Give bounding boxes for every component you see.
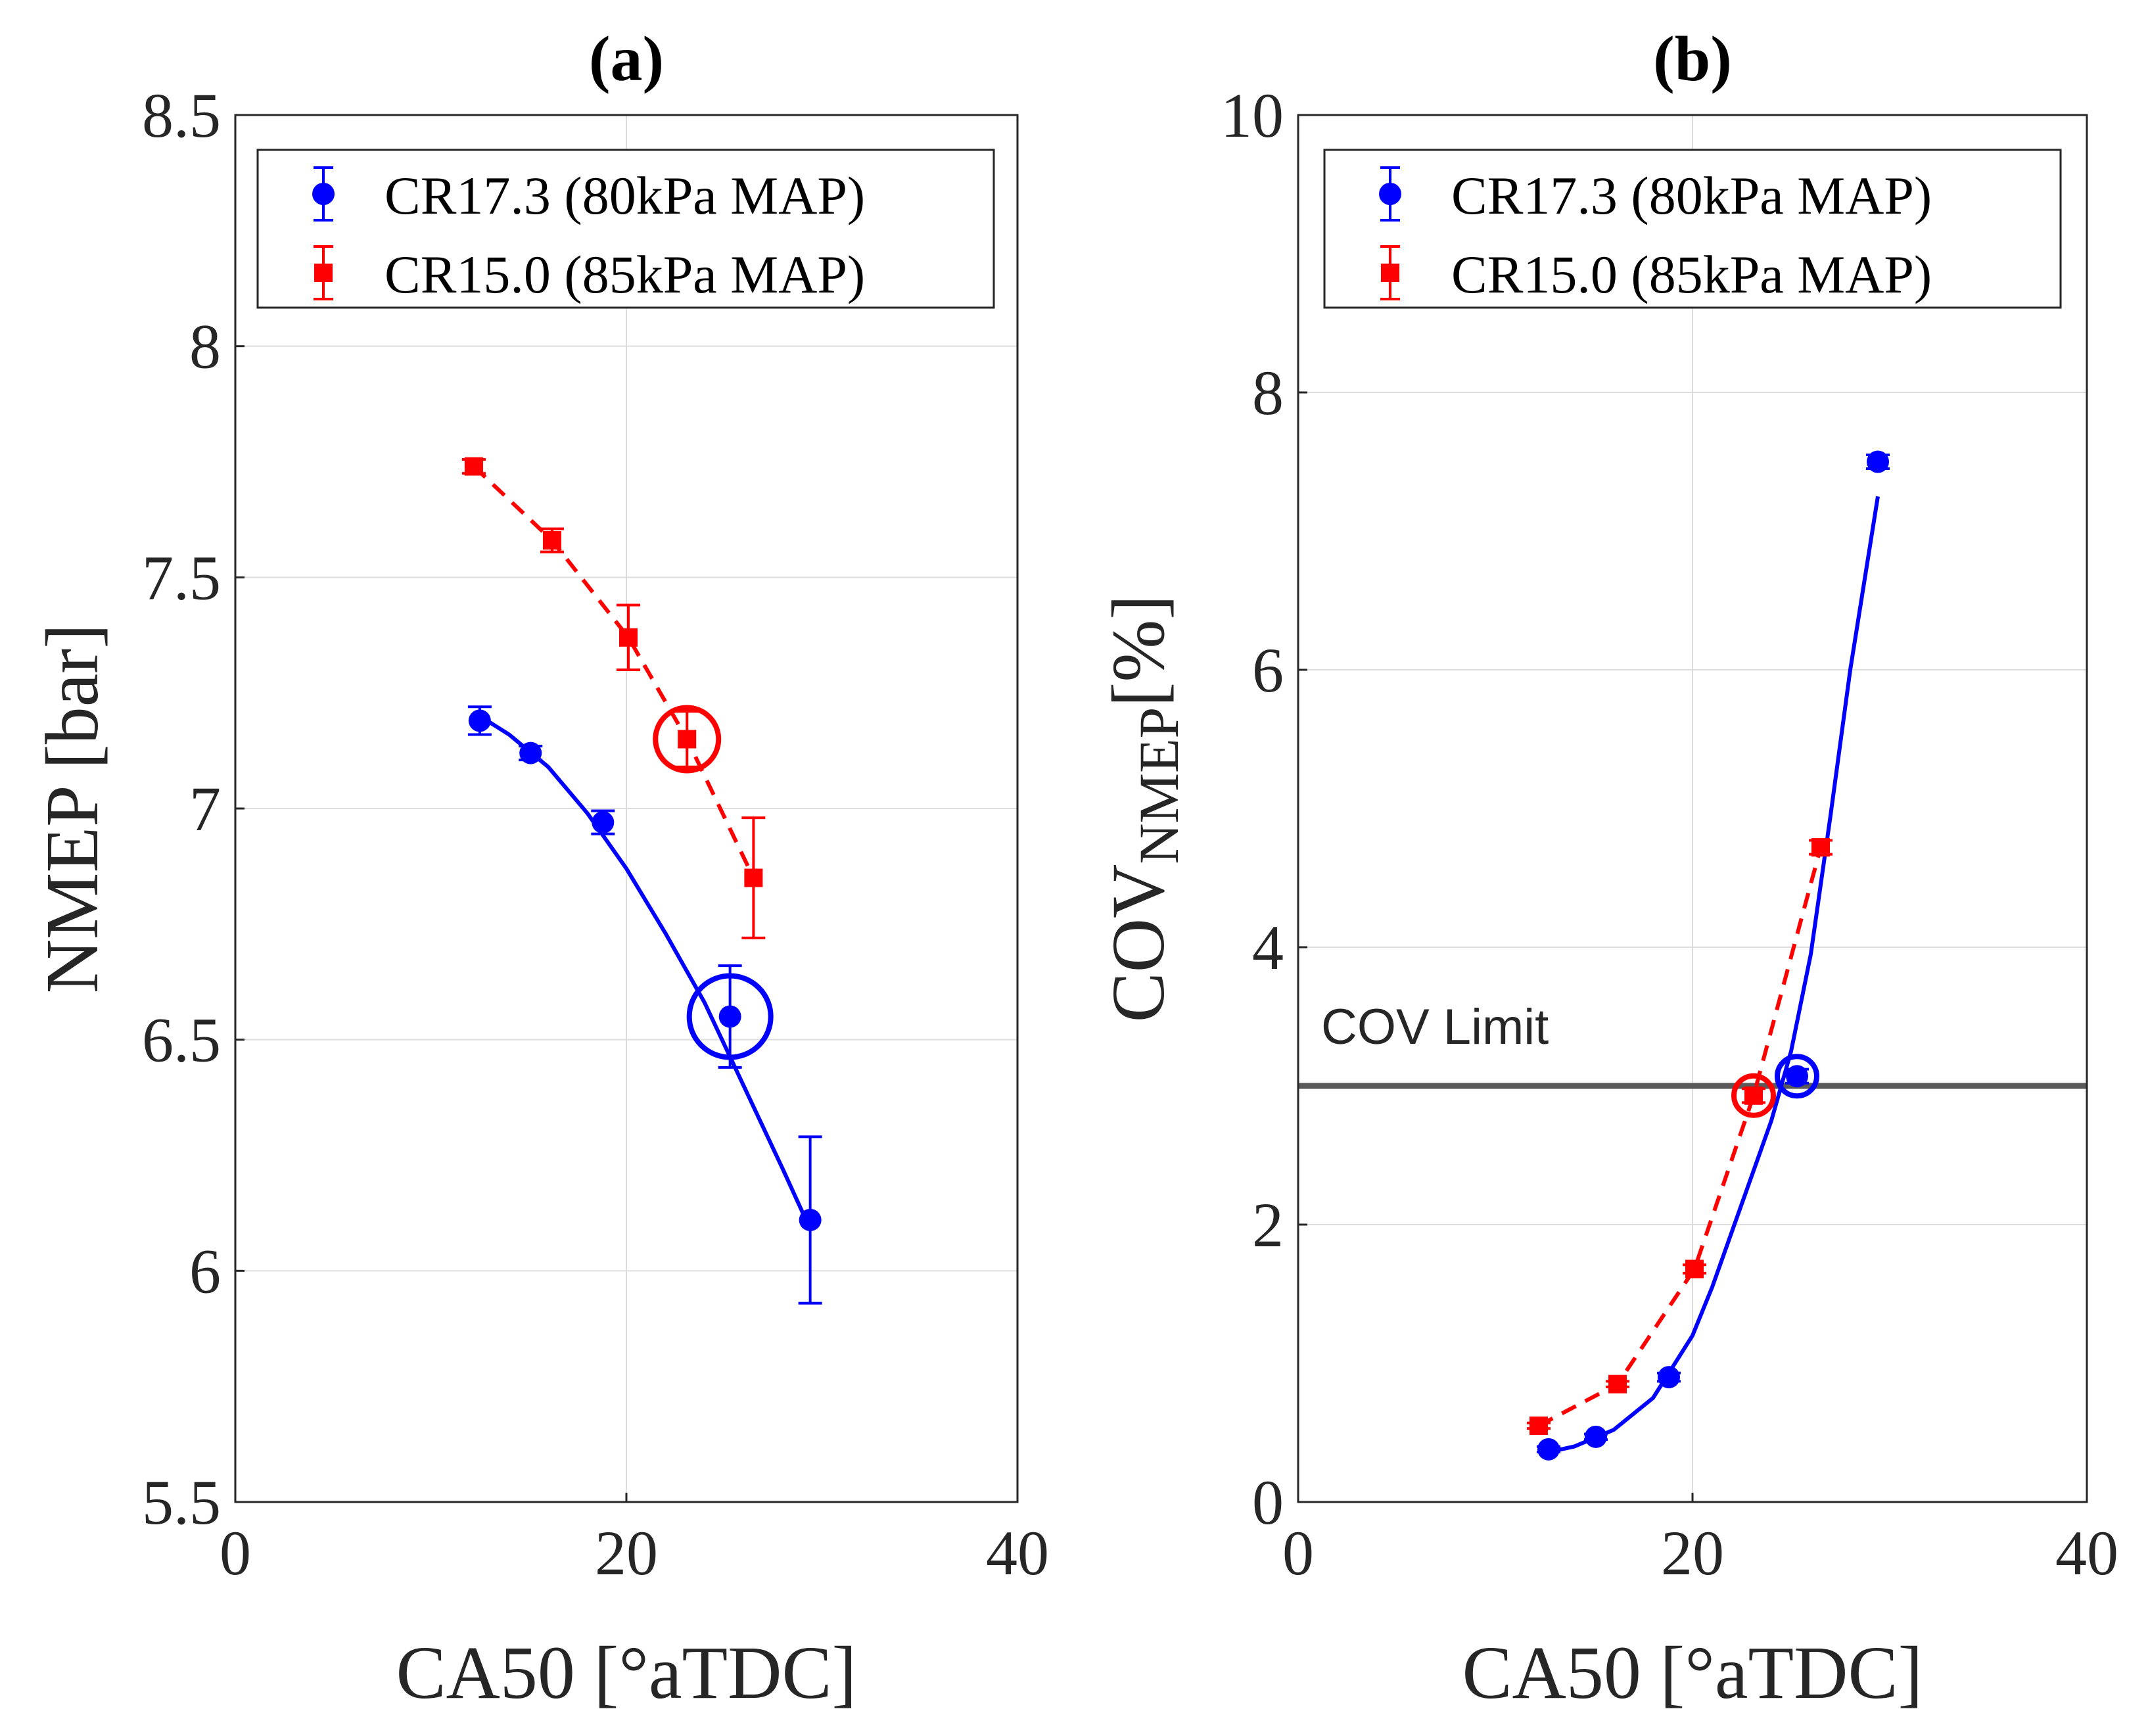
x-tick-label: 20 <box>1661 1518 1724 1588</box>
y-tick-label: 5.5 <box>142 1467 221 1537</box>
y-axis-label-a: NMEP [bar] <box>30 624 114 994</box>
data-point <box>464 457 483 476</box>
y-axis-label-b-main: COV <box>1096 864 1180 1023</box>
data-point <box>468 709 491 732</box>
legend-b: CR17.3 (80kPa MAP) CR15.0 (85kPa MAP) <box>1323 149 2062 309</box>
series-line <box>1537 847 1823 1428</box>
chart-title-a: (a) <box>589 24 664 95</box>
series-line <box>472 465 756 879</box>
x-tick-label: 40 <box>986 1518 1049 1588</box>
data-point <box>718 1005 741 1028</box>
legend-box-a <box>256 149 995 309</box>
x-axis-label-b: CA50 [°aTDC] <box>1462 1631 1923 1714</box>
highlight-circle <box>1731 1073 1776 1118</box>
y-tick-label: 10 <box>1221 80 1284 151</box>
data-point <box>744 868 763 887</box>
x-tick-label: 0 <box>1282 1518 1314 1588</box>
data-point <box>1658 1366 1680 1389</box>
svg-text:COVNMEP[%]: COVNMEP[%] <box>1096 595 1190 1023</box>
y-tick-label: 0 <box>1252 1467 1284 1537</box>
x-tick-label: 40 <box>2055 1518 2118 1588</box>
x-tick-label: 0 <box>220 1518 251 1588</box>
data-point <box>1537 1438 1560 1461</box>
y-axis-label-b: COVNMEP[%] <box>1096 595 1190 1023</box>
legend-entry-a-cr173: CR17.3 (80kPa MAP) <box>385 166 865 225</box>
data-point <box>592 811 615 834</box>
y-tick-label: 8 <box>1252 358 1284 428</box>
legend-entry-b-cr173: CR17.3 (80kPa MAP) <box>1451 166 1932 225</box>
data-point <box>1585 1425 1607 1448</box>
legend-a: CR17.3 (80kPa MAP) CR15.0 (85kPa MAP) <box>256 149 995 309</box>
y-tick-label: 6 <box>1252 635 1284 705</box>
data-point <box>799 1208 822 1231</box>
data-point <box>1786 1065 1808 1088</box>
y-tick-label: 2 <box>1252 1190 1284 1260</box>
chart-title-b: (b) <box>1653 24 1732 95</box>
data-point <box>1685 1259 1704 1279</box>
legend-marker <box>1381 264 1399 282</box>
legend-entry-b-cr150: CR15.0 (85kPa MAP) <box>1451 245 1932 304</box>
data-point <box>1608 1374 1627 1394</box>
y-tick-label: 4 <box>1252 912 1284 983</box>
x-tick-label: 20 <box>595 1518 658 1588</box>
legend-entry-a-cr150: CR15.0 (85kPa MAP) <box>385 245 865 304</box>
x-axis-label-a: CA50 [°aTDC] <box>396 1631 857 1714</box>
y-axis-label-b-sub: NMEP <box>1127 707 1190 864</box>
data-point <box>619 628 638 647</box>
y-axis-label-b-unit: [%] <box>1096 595 1180 707</box>
y-tick-label: 7 <box>189 774 221 844</box>
highlight-circle <box>1775 1054 1819 1099</box>
chart-a: 0 20 40 5.5 6 6.5 7 7.5 8 8.5 (a) CA50 [°aTDC] NM… <box>30 24 1049 1714</box>
cov-limit-label: COV Limit <box>1321 999 1549 1055</box>
data-point <box>1529 1416 1548 1435</box>
legend-marker <box>314 264 333 282</box>
data-point <box>678 730 697 749</box>
y-tick-label: 8 <box>189 312 221 382</box>
data-point <box>1811 838 1830 857</box>
data-point <box>1744 1086 1763 1105</box>
y-tick-label: 8.5 <box>142 80 221 151</box>
y-tick-label: 7.5 <box>142 542 221 613</box>
y-tick-label: 6.5 <box>142 1005 221 1075</box>
legend-marker <box>312 183 335 205</box>
y-tick-label: 6 <box>189 1236 221 1306</box>
highlight-circle <box>653 705 722 774</box>
data-point <box>542 531 561 550</box>
legend-marker <box>1379 183 1401 205</box>
data-point <box>1867 450 1889 473</box>
legend-box-b <box>1323 149 2062 309</box>
highlight-circle <box>686 973 774 1060</box>
data-point <box>519 741 542 764</box>
